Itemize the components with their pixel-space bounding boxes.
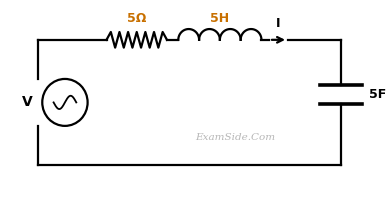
Text: V: V xyxy=(22,95,33,109)
Text: 5F: 5F xyxy=(369,88,386,101)
Text: 5H: 5H xyxy=(210,12,230,25)
Text: 5Ω: 5Ω xyxy=(127,12,146,25)
Text: ExamSide.Com: ExamSide.Com xyxy=(195,133,275,142)
Text: I: I xyxy=(276,17,281,30)
